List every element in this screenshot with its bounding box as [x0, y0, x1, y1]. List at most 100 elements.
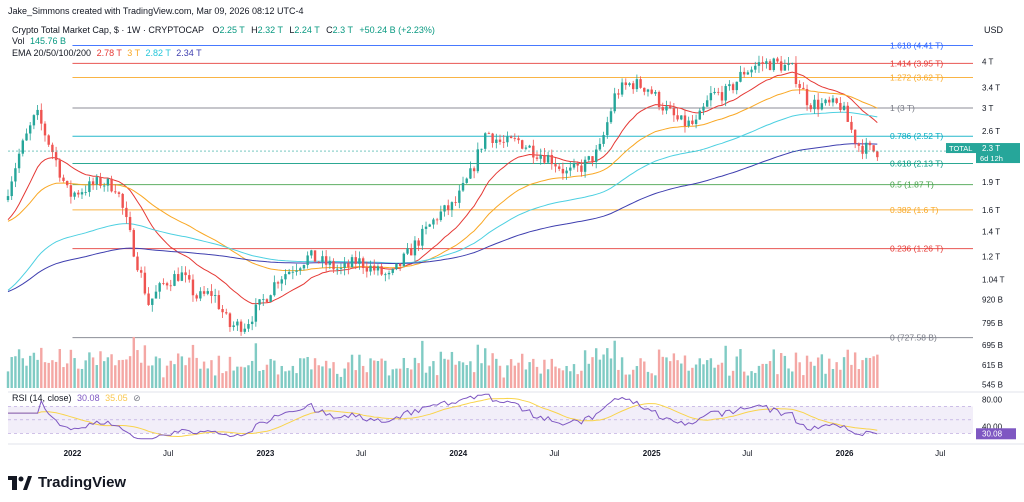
candle-body	[813, 99, 816, 110]
ema-200-line	[7, 143, 878, 293]
candle-body	[724, 86, 727, 101]
volume-bar	[683, 355, 687, 388]
volume-bar	[406, 368, 409, 388]
candle-body	[199, 291, 202, 299]
volume-bar	[835, 362, 838, 388]
candle-body	[169, 285, 172, 287]
volume-bar	[69, 349, 73, 388]
candle-body	[820, 103, 824, 110]
candle-body	[450, 202, 454, 211]
candle-body	[299, 268, 302, 271]
candle-body	[32, 115, 36, 126]
candle-body	[247, 324, 250, 329]
candle-body	[650, 89, 653, 94]
price-tick-label: 920 B	[982, 296, 1003, 305]
candle-body	[487, 133, 491, 135]
volume-bar	[809, 361, 812, 388]
volume-bar	[865, 357, 868, 388]
fibonacci-level-labels: 1.618 (4.41 T) 1.414 (3.95 T) 1.272 (3.62 …	[890, 41, 943, 343]
volume-bar	[110, 354, 113, 388]
volume-bar	[62, 367, 65, 388]
candle-body	[291, 271, 295, 273]
volume-bar	[646, 371, 650, 388]
candle-body	[569, 167, 572, 171]
volume-bar	[10, 357, 13, 388]
volume-bar	[876, 354, 879, 388]
candle-body	[728, 84, 731, 87]
volume-bar	[17, 349, 21, 388]
candle-body	[816, 99, 820, 110]
candle-body	[280, 279, 283, 284]
volume-bar	[276, 374, 280, 388]
volume-bar	[162, 377, 165, 388]
price-tick-label: 1.6 T	[982, 206, 1000, 215]
tradingview-logo[interactable]: TradingView	[8, 474, 126, 491]
candle-body	[47, 135, 50, 145]
volume-bar	[347, 362, 350, 388]
candle-body	[287, 271, 291, 275]
volume-bar	[521, 353, 524, 388]
ema20-value: 2.78 T	[96, 48, 122, 58]
volume-bar	[310, 369, 313, 388]
volume-bar	[398, 368, 402, 388]
volume-bar	[831, 369, 835, 388]
volume-bar	[813, 365, 816, 388]
volume-bar	[324, 360, 328, 388]
volume-bar	[361, 365, 365, 388]
candle-body	[828, 99, 831, 103]
ohlc-open: 2.25 T	[219, 25, 245, 35]
candle-body	[395, 263, 398, 270]
volume-bar	[668, 361, 672, 388]
candle-body	[232, 325, 235, 328]
volume-bar	[628, 374, 631, 388]
price-tick-label: 3.4 T	[982, 84, 1000, 93]
candle-body	[779, 61, 783, 71]
candle-body	[876, 151, 879, 158]
volume-bar	[495, 358, 498, 388]
volume-bar	[317, 365, 320, 388]
fib-label: 1.618 (4.41 T)	[890, 41, 943, 51]
candle-body	[705, 100, 709, 107]
volume-bar	[657, 349, 661, 388]
fib-label: 0 (727.58 B)	[890, 333, 937, 343]
volume-bar	[617, 369, 620, 388]
candle-body	[398, 263, 402, 266]
volume-bar	[343, 368, 346, 388]
candle-body	[524, 147, 528, 149]
volume-bar	[221, 373, 224, 388]
volume-bar	[188, 357, 191, 388]
volume-bar	[269, 358, 272, 388]
candle-body	[872, 145, 875, 152]
rsi-settings-icon[interactable]: ⊘	[133, 393, 141, 403]
price-tick-label: 1.9 T	[982, 178, 1000, 187]
volume-bar	[654, 375, 657, 388]
volume-bar	[787, 368, 790, 388]
rsi-tick-label: 40.00	[982, 423, 1003, 432]
volume-bar	[106, 357, 110, 388]
volume-bar	[491, 353, 494, 388]
candle-body	[6, 196, 10, 201]
volume-bar	[295, 373, 298, 388]
time-tick-label: Jul	[163, 449, 173, 458]
candle-body	[509, 136, 513, 139]
candle-body	[250, 321, 254, 325]
candle-body	[358, 258, 361, 264]
volume-bar	[302, 358, 306, 388]
volume-bar	[202, 361, 206, 388]
volume-bar	[754, 372, 757, 388]
volume-bar	[731, 370, 735, 388]
candle-body	[210, 291, 213, 296]
candle-body	[609, 111, 613, 123]
rsi-ma-line	[8, 397, 878, 438]
volume-bar	[306, 356, 309, 388]
candle-body	[350, 257, 354, 268]
volume-bar	[857, 369, 861, 388]
candle-body	[598, 143, 602, 150]
candle-body	[791, 63, 794, 64]
volume-bar	[691, 367, 694, 388]
volume-bar	[332, 362, 335, 388]
candle-body	[469, 168, 472, 179]
candle-body	[839, 102, 842, 110]
candle-body	[846, 105, 849, 122]
volume-bar	[828, 358, 831, 388]
